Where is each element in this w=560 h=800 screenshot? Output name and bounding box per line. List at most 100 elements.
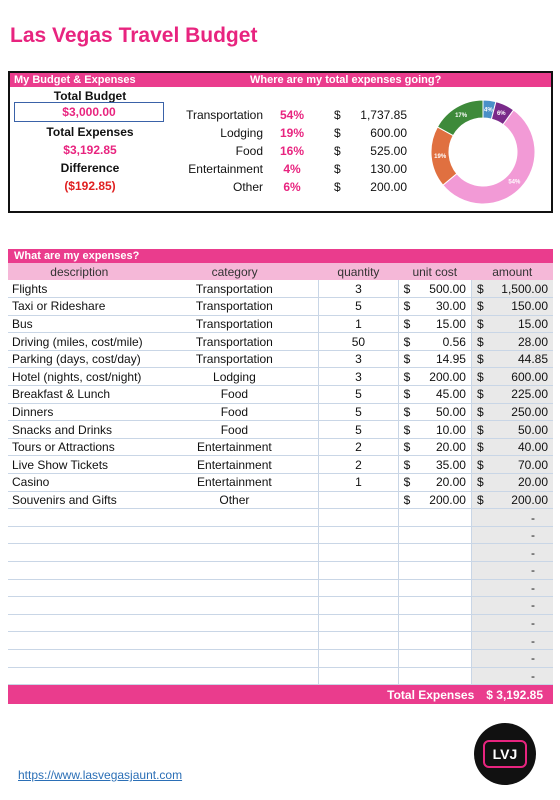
row-unit-cost[interactable] — [398, 561, 472, 580]
row-description[interactable]: Breakfast & Lunch — [8, 385, 151, 404]
row-description[interactable]: Live Show Tickets — [8, 455, 151, 475]
row-description[interactable]: Driving (miles, cost/mile) — [8, 332, 151, 351]
row-unit-cost[interactable]: $50.00 — [398, 403, 472, 422]
row-category[interactable]: Transportation — [150, 280, 319, 299]
row-quantity[interactable] — [318, 596, 399, 615]
row-category[interactable]: Food — [150, 385, 319, 404]
row-category[interactable] — [150, 561, 319, 580]
row-description[interactable]: Flights — [8, 280, 151, 299]
row-description[interactable] — [8, 649, 151, 668]
row-quantity[interactable]: 50 — [318, 332, 399, 351]
row-unit-cost[interactable] — [398, 596, 472, 615]
row-description[interactable]: Snacks and Drinks — [8, 420, 151, 439]
row-description[interactable]: Tours or Attractions — [8, 438, 151, 457]
row-category[interactable] — [150, 579, 319, 598]
row-quantity[interactable]: 3 — [318, 367, 399, 387]
row-quantity[interactable]: 2 — [318, 438, 399, 457]
row-quantity[interactable] — [318, 667, 399, 686]
row-unit-cost[interactable] — [398, 543, 472, 562]
row-description[interactable]: Dinners — [8, 403, 151, 422]
row-category[interactable]: Entertainment — [150, 473, 319, 492]
row-quantity[interactable]: 5 — [318, 420, 399, 439]
row-category[interactable]: Food — [150, 420, 319, 439]
row-unit-cost[interactable]: $14.95 — [398, 350, 472, 369]
row-description[interactable]: Hotel (nights, cost/night) — [8, 367, 151, 387]
row-quantity[interactable]: 3 — [318, 350, 399, 369]
table-row: Casino Entertainment 1 $20.00 $20.00 — [8, 473, 553, 492]
total-expenses-value: $3,192.85 — [63, 143, 117, 157]
category-name: Food — [235, 144, 263, 158]
row-description[interactable] — [8, 579, 151, 598]
row-quantity[interactable] — [318, 649, 399, 668]
row-unit-cost[interactable]: $200.00 — [398, 491, 472, 510]
row-category[interactable]: Entertainment — [150, 455, 319, 475]
row-description[interactable] — [8, 526, 151, 545]
row-description[interactable] — [8, 508, 151, 527]
row-category[interactable] — [150, 526, 319, 545]
unit-cost-value: 200.00 — [429, 492, 466, 507]
row-quantity[interactable]: 2 — [318, 455, 399, 475]
row-unit-cost[interactable] — [398, 526, 472, 545]
row-category[interactable] — [150, 508, 319, 527]
row-unit-cost[interactable]: $20.00 — [398, 473, 472, 492]
row-unit-cost[interactable]: $0.56 — [398, 332, 472, 351]
row-description[interactable] — [8, 667, 151, 686]
row-quantity[interactable]: 1 — [318, 473, 399, 492]
total-budget-input[interactable]: $3,000.00 — [14, 102, 164, 122]
row-unit-cost[interactable]: $15.00 — [398, 315, 472, 334]
website-link[interactable]: https://www.lasvegasjaunt.com — [18, 768, 183, 782]
row-category[interactable]: Entertainment — [150, 438, 319, 457]
row-description[interactable]: Parking (days, cost/day) — [8, 350, 151, 369]
row-unit-cost[interactable] — [398, 614, 472, 633]
row-description[interactable]: Casino — [8, 473, 151, 492]
row-quantity[interactable] — [318, 579, 399, 598]
row-category[interactable] — [150, 614, 319, 633]
row-unit-cost[interactable]: $35.00 — [398, 455, 472, 475]
row-category[interactable] — [150, 596, 319, 615]
row-quantity[interactable] — [318, 508, 399, 527]
row-category[interactable] — [150, 667, 319, 686]
row-category[interactable] — [150, 631, 319, 650]
row-description[interactable]: Taxi or Rideshare — [8, 297, 151, 316]
category-currency: $ — [334, 108, 341, 122]
row-unit-cost[interactable]: $30.00 — [398, 297, 472, 316]
row-category[interactable]: Other — [150, 491, 319, 510]
row-unit-cost[interactable] — [398, 508, 472, 527]
row-description[interactable]: Souvenirs and Gifts — [8, 491, 151, 510]
row-unit-cost[interactable]: $10.00 — [398, 420, 472, 439]
row-quantity[interactable] — [318, 561, 399, 580]
row-quantity[interactable] — [318, 614, 399, 633]
row-quantity[interactable] — [318, 631, 399, 650]
row-quantity[interactable]: 5 — [318, 403, 399, 422]
row-unit-cost[interactable]: $45.00 — [398, 385, 472, 404]
row-unit-cost[interactable]: $20.00 — [398, 438, 472, 457]
row-category[interactable]: Food — [150, 403, 319, 422]
row-description[interactable] — [8, 631, 151, 650]
row-quantity[interactable] — [318, 543, 399, 562]
row-description[interactable] — [8, 614, 151, 633]
row-quantity[interactable] — [318, 491, 399, 510]
row-category[interactable]: Transportation — [150, 350, 319, 369]
row-category[interactable] — [150, 649, 319, 668]
row-quantity[interactable]: 5 — [318, 385, 399, 404]
row-quantity[interactable]: 3 — [318, 280, 399, 299]
row-quantity[interactable]: 1 — [318, 315, 399, 334]
row-unit-cost[interactable] — [398, 631, 472, 650]
row-unit-cost[interactable] — [398, 579, 472, 598]
row-description[interactable] — [8, 561, 151, 580]
row-category[interactable]: Transportation — [150, 315, 319, 334]
row-description[interactable] — [8, 543, 151, 562]
row-description[interactable] — [8, 596, 151, 615]
row-quantity[interactable] — [318, 526, 399, 545]
row-category[interactable]: Transportation — [150, 297, 319, 316]
row-category[interactable]: Lodging — [150, 367, 319, 387]
row-unit-cost[interactable] — [398, 667, 472, 686]
row-unit-cost[interactable]: $500.00 — [398, 280, 472, 299]
difference-value: ($192.85) — [64, 179, 116, 193]
row-unit-cost[interactable] — [398, 649, 472, 668]
row-quantity[interactable]: 5 — [318, 297, 399, 316]
row-category[interactable] — [150, 543, 319, 562]
row-category[interactable]: Transportation — [150, 332, 319, 351]
row-unit-cost[interactable]: $200.00 — [398, 367, 472, 387]
row-description[interactable]: Bus — [8, 315, 151, 334]
